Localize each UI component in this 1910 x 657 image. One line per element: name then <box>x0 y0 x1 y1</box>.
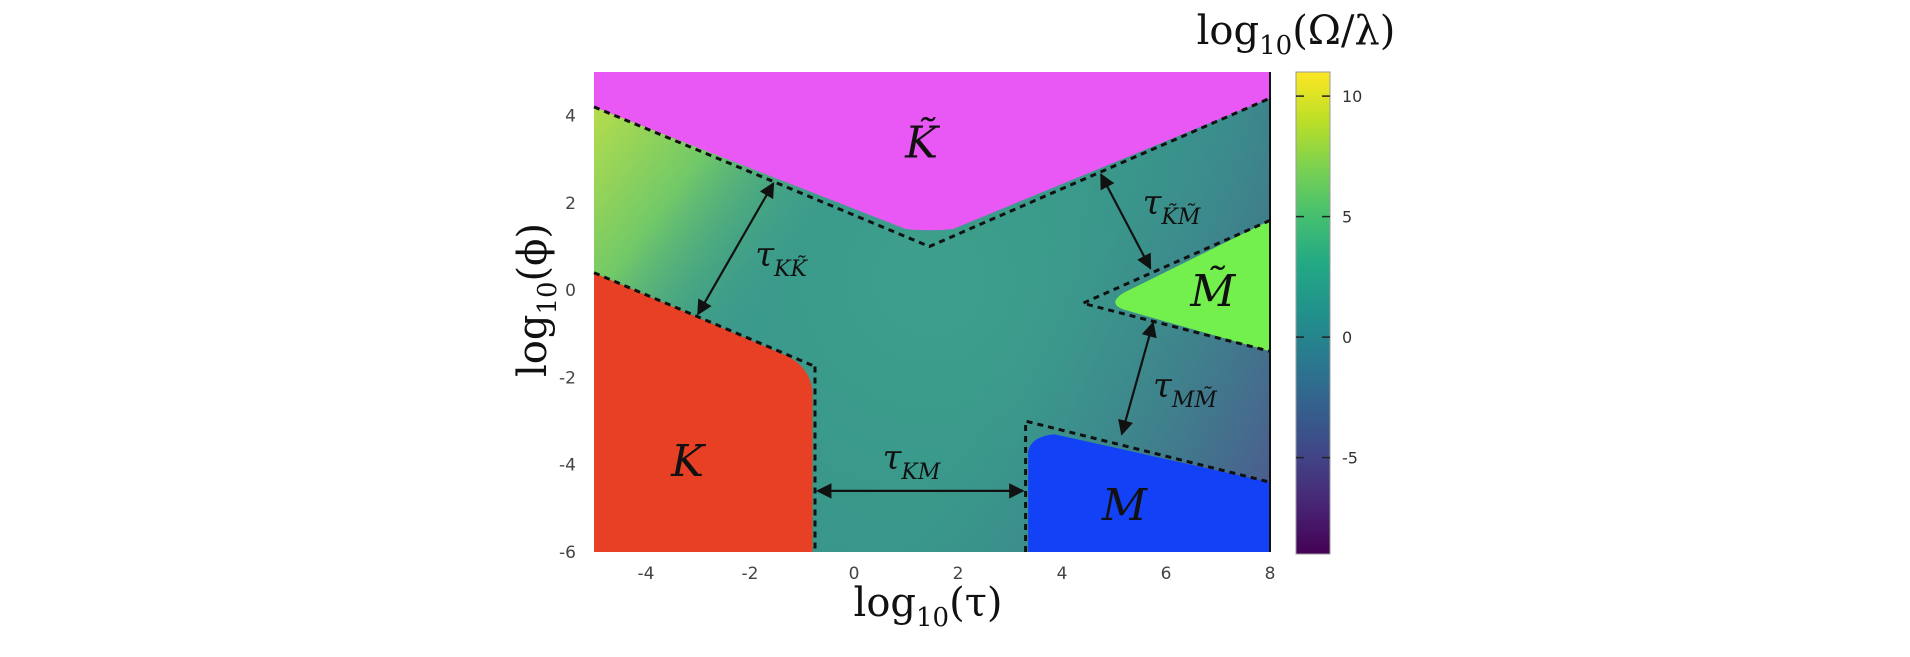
boundary-line-4 <box>1024 419 1271 552</box>
boundary-line-3 <box>593 96 1271 249</box>
boundary-line-1 <box>593 271 816 368</box>
timescale-label-3: τK̃M̃ <box>1143 183 1201 230</box>
x-tick-labels: -4 -2 0 2 4 6 8 <box>638 564 1276 584</box>
y-tick-label: 0 <box>565 281 576 301</box>
region-label-1: K <box>670 436 706 487</box>
timescale-arrows: τKK̃ τKM τK̃M̃ τMM̃ <box>697 173 1217 499</box>
x-tick-label: 2 <box>953 564 964 584</box>
phase-regions <box>594 72 1270 552</box>
timescale-arrow-4 <box>1118 321 1157 436</box>
region-label-3: M <box>1101 480 1148 531</box>
region-K-tilde <box>594 72 1270 231</box>
timescale-label-4: τMM̃ <box>1153 366 1217 413</box>
x-axis-title: log10(τ) <box>854 580 1003 633</box>
x-tick-label: 8 <box>1265 564 1276 584</box>
timescale-label-2: τKM <box>883 438 941 485</box>
region-labels: K K̃ M M̃ <box>670 116 1236 531</box>
timescale-arrow-1 <box>697 181 775 316</box>
timescale-label-1: τKK̃ <box>755 235 808 282</box>
boundary-line-5 <box>1078 219 1271 353</box>
x-tick-label: 6 <box>1161 564 1172 584</box>
colorbar: -5 0 5 10 log10(Ω/λ) <box>1197 8 1396 555</box>
y-tick-label: -2 <box>559 368 576 388</box>
region-label-4: M̃ <box>1189 264 1236 317</box>
x-tick-label: -2 <box>742 564 759 584</box>
y-axis-title: log10(ϕ) <box>510 223 563 377</box>
x-tick-label: 0 <box>849 564 860 584</box>
colorbar-ticks: -5 0 5 10 <box>1296 87 1362 468</box>
colorbar-tick-label: -5 <box>1342 449 1358 468</box>
x-tick-label: -4 <box>638 564 655 584</box>
x-tick-label: 4 <box>1057 564 1068 584</box>
y-tick-label: 4 <box>565 107 576 127</box>
region-K <box>594 272 813 552</box>
region-M-tilde <box>1115 220 1270 352</box>
region-label-2: K̃ <box>904 116 940 169</box>
timescale-arrow-3 <box>1100 173 1152 270</box>
y-tick-label: -6 <box>559 543 576 563</box>
region-M <box>1028 434 1270 552</box>
phase-boundaries <box>593 96 1271 552</box>
colorbar-gradient <box>1295 71 1331 555</box>
colorbar-tick-label: 5 <box>1342 208 1352 227</box>
colorbar-tick-label: 0 <box>1342 328 1352 347</box>
colorbar-tick-label: 10 <box>1342 87 1362 106</box>
colorbar-title: log10(Ω/λ) <box>1197 8 1396 61</box>
y-tick-label: 2 <box>565 194 576 214</box>
y-tick-labels: -6 -4 -2 0 2 4 <box>559 107 576 563</box>
y-tick-label: -4 <box>559 456 576 476</box>
